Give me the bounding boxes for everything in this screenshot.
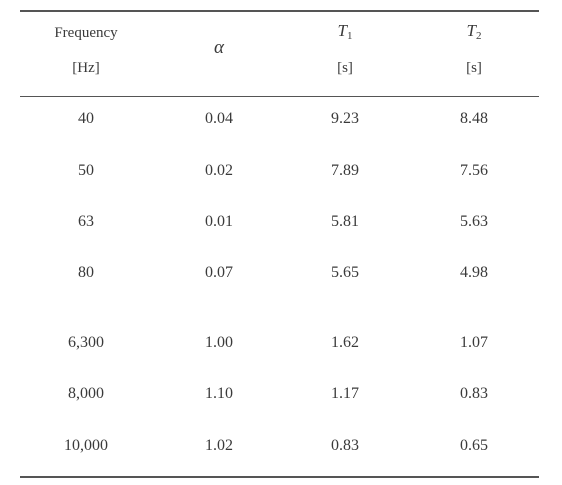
cell-t1: 9.23 — [331, 110, 359, 127]
cell-t2: 1.07 — [460, 334, 488, 351]
header-t2-unit: [s] — [466, 60, 482, 76]
cell-frequency: 8,000 — [68, 385, 104, 402]
cell-alpha: 1.10 — [205, 385, 233, 402]
header-t1-unit: [s] — [337, 60, 353, 76]
header-t1-symbol: T — [337, 21, 347, 40]
cell-t2: 7.56 — [460, 162, 488, 179]
cell-t2: 0.65 — [460, 437, 488, 454]
cell-t1: 5.65 — [331, 264, 359, 281]
cell-frequency: 80 — [78, 264, 94, 281]
header-frequency-label: Frequency — [54, 25, 118, 41]
cell-frequency: 40 — [78, 110, 94, 127]
cell-alpha: 1.00 — [205, 334, 233, 351]
cell-frequency: 63 — [78, 213, 94, 230]
cell-alpha: 0.04 — [205, 110, 233, 127]
table-header-rule — [20, 96, 539, 97]
cell-frequency: 6,300 — [68, 334, 104, 351]
cell-alpha: 0.01 — [205, 213, 233, 230]
header-alpha: α — [214, 37, 224, 58]
header-t1: T1 — [295, 21, 395, 42]
cell-frequency: 50 — [78, 162, 94, 179]
cell-t1: 1.62 — [331, 334, 359, 351]
cell-t2: 0.83 — [460, 385, 488, 402]
header-t2-subscript: 2 — [475, 30, 482, 42]
cell-t1: 1.17 — [331, 385, 359, 402]
table-bottom-rule — [20, 476, 539, 478]
header-t2: T2 — [424, 21, 524, 42]
cell-t2: 5.63 — [460, 213, 488, 230]
cell-t2: 4.98 — [460, 264, 488, 281]
header-t2-symbol: T — [466, 21, 476, 40]
cell-alpha: 1.02 — [205, 437, 233, 454]
cell-alpha: 0.02 — [205, 162, 233, 179]
cell-t1: 7.89 — [331, 162, 359, 179]
cell-t1: 5.81 — [331, 213, 359, 230]
table-top-rule — [20, 10, 539, 12]
cell-t2: 8.48 — [460, 110, 488, 127]
header-frequency-unit: [Hz] — [72, 60, 100, 76]
cell-frequency: 10,000 — [64, 437, 108, 454]
cell-alpha: 0.07 — [205, 264, 233, 281]
cell-t1: 0.83 — [331, 437, 359, 454]
header-t1-subscript: 1 — [346, 30, 353, 42]
